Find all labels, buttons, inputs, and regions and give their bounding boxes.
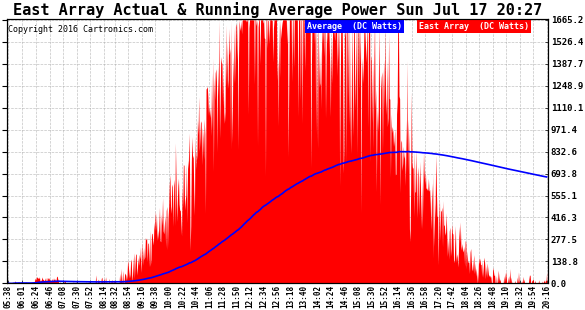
Text: Copyright 2016 Cartronics.com: Copyright 2016 Cartronics.com [8, 24, 153, 33]
Text: East Array  (DC Watts): East Array (DC Watts) [419, 22, 529, 31]
Text: Average  (DC Watts): Average (DC Watts) [307, 22, 402, 31]
Title: East Array Actual & Running Average Power Sun Jul 17 20:27: East Array Actual & Running Average Powe… [13, 2, 542, 18]
